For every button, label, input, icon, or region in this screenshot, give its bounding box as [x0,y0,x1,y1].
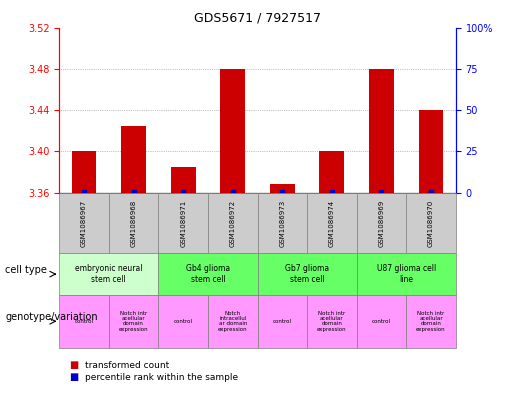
Bar [121,125,146,193]
Text: GSM1086970: GSM1086970 [428,199,434,247]
Text: GSM1086974: GSM1086974 [329,200,335,246]
Text: GSM1086967: GSM1086967 [81,199,87,247]
Text: U87 glioma cell
line: U87 glioma cell line [376,264,436,284]
Text: control: control [372,319,391,324]
Text: GSM1086972: GSM1086972 [230,200,236,246]
Bar [171,167,196,193]
Text: Notch
intracellul
ar domain
expression: Notch intracellul ar domain expression [218,311,248,332]
Text: transformed count: transformed count [85,361,169,370]
Text: embryonic neural
stem cell: embryonic neural stem cell [75,264,143,284]
Text: Notch intr
acellular
domain
expression: Notch intr acellular domain expression [119,311,148,332]
Text: control: control [174,319,193,324]
Text: GSM1086973: GSM1086973 [279,199,285,247]
Text: control: control [273,319,292,324]
Text: Notch intr
acellular
domain
expression: Notch intr acellular domain expression [416,311,446,332]
Text: control: control [75,319,94,324]
Text: GDS5671 / 7927517: GDS5671 / 7927517 [194,12,321,25]
Text: ■: ■ [70,372,79,382]
Text: ■: ■ [70,360,79,371]
Text: genotype/variation: genotype/variation [5,312,98,322]
Text: GSM1086971: GSM1086971 [180,199,186,247]
Bar [270,184,295,193]
Bar [419,110,443,193]
Bar [319,151,344,193]
Text: GSM1086969: GSM1086969 [379,199,384,247]
Bar [72,151,96,193]
Text: Gb7 glioma
stem cell: Gb7 glioma stem cell [285,264,329,284]
Text: GSM1086968: GSM1086968 [131,199,136,247]
Bar [369,69,394,193]
Text: Notch intr
acellular
domain
expression: Notch intr acellular domain expression [317,311,347,332]
Text: Gb4 glioma
stem cell: Gb4 glioma stem cell [186,264,230,284]
Text: percentile rank within the sample: percentile rank within the sample [85,373,238,382]
Bar [220,69,245,193]
Text: cell type: cell type [5,265,47,275]
